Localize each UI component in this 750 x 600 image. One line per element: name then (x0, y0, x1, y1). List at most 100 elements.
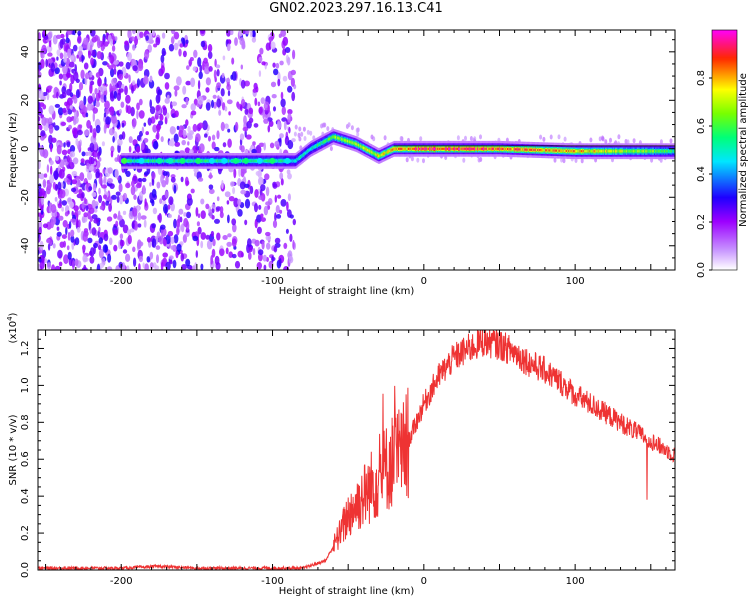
ridge-segment (323, 140, 325, 143)
ridge-segment (672, 150, 674, 153)
noise-speck (48, 105, 55, 115)
noise-speck (221, 72, 225, 79)
ridge-segment (376, 153, 378, 156)
ridge-segment (318, 143, 320, 146)
ridge-segment (584, 150, 586, 153)
noise-speck (287, 109, 293, 115)
ridge-segment (447, 147, 449, 150)
ridge-segment (346, 139, 348, 142)
ridge-segment (300, 155, 302, 159)
noise-speck (239, 133, 245, 141)
noise-speck (164, 116, 168, 125)
noise-speck (350, 125, 354, 131)
ridge-segment (430, 147, 432, 150)
noise-speck (218, 109, 222, 116)
noise-speck (188, 59, 193, 66)
ridge-segment (598, 150, 600, 153)
ridge-segment (635, 150, 637, 153)
noise-speck (370, 134, 374, 140)
noise-speck (251, 148, 257, 155)
noise-speck (197, 226, 202, 235)
noise-speck (160, 65, 165, 74)
ridge-segment (559, 149, 561, 152)
ridge-segment (609, 150, 611, 153)
ridge-segment (633, 150, 635, 153)
noise-speck (190, 110, 197, 116)
ridge-segment (387, 150, 389, 153)
noise-speck (176, 76, 182, 86)
colorbar-step (712, 212, 737, 215)
noise-speck (146, 256, 151, 263)
noise-speck (168, 196, 174, 206)
noise-speck (102, 61, 108, 66)
noise-speck (144, 198, 147, 207)
noise-speck (257, 170, 262, 179)
noise-speck (226, 200, 230, 205)
noise-speck (456, 135, 460, 141)
noise-speck (46, 45, 53, 53)
ridge-segment (253, 159, 255, 162)
noise-speck (202, 60, 205, 71)
noise-speck (143, 122, 147, 127)
ridge-segment (332, 135, 334, 138)
noise-speck (88, 186, 93, 191)
noise-speck (267, 125, 271, 133)
colorbar-step (712, 196, 737, 199)
ridge-segment (556, 149, 558, 152)
noise-speck (101, 141, 105, 147)
ridge-segment (314, 145, 316, 148)
ridge-segment (651, 150, 653, 153)
noise-speck (105, 200, 109, 206)
ridge-segment (563, 149, 565, 152)
ridge-segment (295, 159, 297, 162)
noise-speck (185, 80, 191, 86)
noise-speck (50, 216, 57, 226)
noise-speck (469, 136, 473, 141)
ridge-segment (423, 147, 425, 150)
noise-speck (227, 214, 230, 224)
noise-speck (55, 34, 62, 39)
ridge-blob (208, 157, 215, 164)
noise-speck (150, 116, 156, 124)
ridge-segment (371, 151, 373, 154)
ridge-segment (473, 147, 475, 150)
ridge-segment (363, 147, 365, 150)
noise-speck (43, 173, 48, 178)
ridge-segment (378, 154, 380, 157)
noise-speck (106, 216, 113, 222)
ridge-segment (310, 147, 312, 151)
ridge-segment (458, 147, 460, 150)
ridge-segment (380, 153, 382, 156)
noise-speck (78, 219, 81, 228)
noise-speck (167, 204, 171, 210)
ridge-segment (267, 159, 269, 162)
noise-speck (38, 90, 44, 99)
colorbar-step (712, 254, 737, 257)
noise-speck (54, 155, 60, 161)
noise-speck (63, 142, 66, 148)
ridge-segment (132, 159, 134, 162)
colorbar-step (712, 252, 737, 255)
ridge-segment (544, 149, 546, 152)
noise-speck (84, 198, 88, 205)
ridge-segment (665, 150, 667, 153)
noise-speck (247, 238, 252, 248)
ridge-segment (188, 159, 190, 162)
ridge-segment (439, 147, 441, 150)
ridge-segment (282, 159, 284, 162)
noise-speck (99, 205, 104, 210)
ridge-segment (485, 147, 487, 150)
noise-speck (89, 83, 93, 94)
ridge-segment (438, 147, 440, 150)
ridge-segment (380, 154, 382, 157)
noise-speck (240, 79, 246, 89)
ridge-segment (276, 159, 278, 162)
noise-speck (104, 108, 110, 115)
ridge-segment (240, 159, 242, 162)
ridge-segment (364, 147, 366, 150)
noise-speck (98, 157, 102, 162)
noise-speck (160, 227, 167, 237)
colorbar-step (712, 266, 737, 269)
noise-speck (173, 234, 179, 244)
ridge-segment (486, 147, 488, 150)
